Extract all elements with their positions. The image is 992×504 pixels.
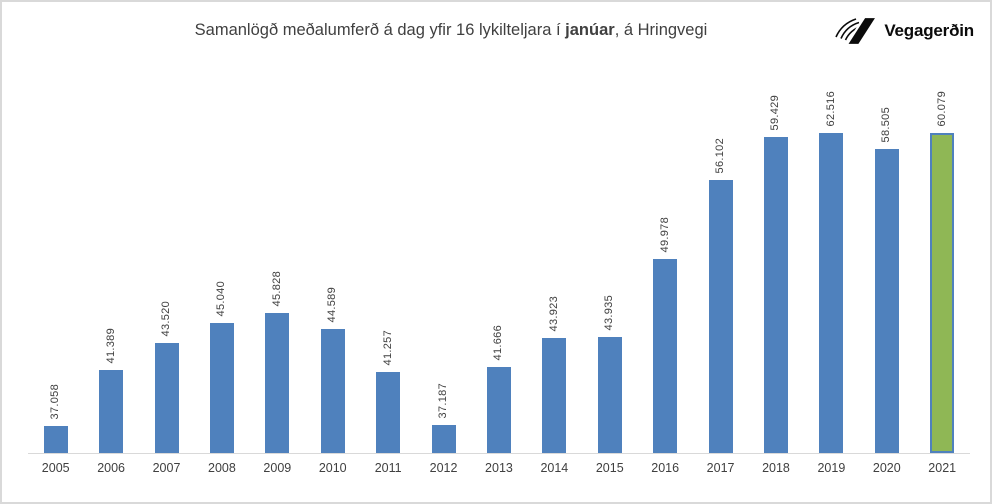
bar-value-label: 41.257 bbox=[381, 329, 394, 365]
x-axis-label: 2017 bbox=[706, 461, 735, 475]
x-axis-label: 2011 bbox=[374, 461, 402, 475]
bar-2005 bbox=[43, 426, 68, 453]
x-axis-labels: 2005 2006 2007 2008 2009 2010 2011 2012 2013 2014… bbox=[28, 461, 970, 475]
x-axis-label: 2019 bbox=[817, 461, 846, 475]
bar-2019 bbox=[819, 133, 844, 453]
bar-value-label: 43.520 bbox=[160, 300, 173, 336]
x-axis-line bbox=[28, 453, 970, 454]
x-axis-label: 2012 bbox=[429, 461, 458, 475]
bar-column: 43.520 bbox=[139, 91, 194, 453]
bar-2007 bbox=[154, 343, 179, 453]
bar-value-label: 43.935 bbox=[603, 294, 616, 330]
vegagerdin-logo-icon bbox=[835, 15, 878, 47]
bar-value-label: 60.079 bbox=[935, 91, 948, 127]
vegagerdin-logo: Vegagerðin bbox=[833, 15, 974, 47]
x-axis-label: 2014 bbox=[540, 461, 569, 475]
bar-2006 bbox=[99, 370, 124, 453]
bar-column: 37.058 bbox=[28, 91, 83, 453]
bar-2017 bbox=[708, 180, 733, 453]
bar-column: 44.589 bbox=[305, 91, 360, 453]
bar-column: 37.187 bbox=[416, 91, 471, 453]
bar-2010 bbox=[320, 329, 345, 453]
bar-2016 bbox=[653, 259, 678, 453]
bar-column: 41.389 bbox=[83, 91, 138, 453]
x-axis-label: 2010 bbox=[318, 461, 347, 475]
bar-2009 bbox=[265, 313, 290, 453]
x-axis-label: 2015 bbox=[595, 461, 624, 475]
bars-row: 37.058 41.389 43.520 45.040 45.828 44.589 41.2… bbox=[28, 91, 970, 453]
bar-value-label: 41.666 bbox=[492, 324, 505, 360]
bar-column: 49.978 bbox=[637, 91, 692, 453]
bar-2021 bbox=[930, 133, 955, 453]
x-axis-label: 2005 bbox=[41, 461, 70, 475]
bar-value-label: 37.058 bbox=[49, 383, 62, 419]
bar-column: 41.666 bbox=[471, 91, 526, 453]
bar-2008 bbox=[209, 323, 234, 453]
bar-2012 bbox=[431, 425, 456, 453]
bar-value-label: 45.828 bbox=[270, 270, 283, 306]
x-axis-label: 2008 bbox=[208, 461, 236, 475]
chart-title-suffix: , á Hringvegi bbox=[614, 21, 708, 39]
bar-2020 bbox=[874, 149, 899, 453]
bar-2013 bbox=[486, 367, 511, 453]
bar-value-label: 62.516 bbox=[824, 91, 837, 127]
x-axis-label: 2009 bbox=[263, 461, 292, 475]
bar-column: 56.102 bbox=[693, 91, 748, 453]
x-axis-label: 2006 bbox=[97, 461, 126, 475]
bar-value-label: 58.505 bbox=[880, 106, 893, 142]
vegagerdin-logo-text: Vegagerðin bbox=[884, 21, 974, 40]
bar-value-label: 56.102 bbox=[714, 137, 727, 173]
bar-column: 43.935 bbox=[582, 91, 637, 453]
x-axis-label: 2021 bbox=[928, 461, 957, 475]
bar-2018 bbox=[763, 137, 788, 453]
bar-column: 41.257 bbox=[360, 91, 415, 453]
chart-title-prefix: Samanlögð meðalumferð á dag yfir 16 lyki… bbox=[194, 21, 566, 39]
bar-column: 62.516 bbox=[804, 91, 859, 453]
bar-value-label: 44.589 bbox=[326, 286, 339, 322]
x-axis-label: 2020 bbox=[872, 461, 901, 475]
bar-2014 bbox=[542, 338, 567, 453]
bar-column: 58.505 bbox=[859, 91, 914, 453]
bar-column: 45.040 bbox=[194, 91, 249, 453]
bar-column: 45.828 bbox=[250, 91, 305, 453]
bar-column: 59.429 bbox=[748, 91, 803, 453]
x-axis-label: 2018 bbox=[762, 461, 790, 475]
chart-title: Samanlögð meðalumferð á dag yfir 16 lyki… bbox=[82, 21, 820, 40]
bar-value-label: 59.429 bbox=[769, 94, 782, 130]
bar-value-label: 45.040 bbox=[215, 280, 228, 316]
plot-area: 37.058 41.389 43.520 45.040 45.828 44.589 41.2… bbox=[28, 2, 970, 502]
x-axis-label: 2016 bbox=[651, 461, 680, 475]
bar-column: 43.923 bbox=[527, 91, 582, 453]
x-axis-label: 2007 bbox=[152, 461, 181, 475]
chart-title-bold-month: janúar bbox=[565, 21, 615, 39]
bar-2015 bbox=[597, 337, 622, 453]
bar-value-label: 49.978 bbox=[658, 216, 671, 252]
bar-value-label: 37.187 bbox=[437, 382, 450, 418]
bar-2011 bbox=[376, 372, 401, 453]
bar-column: 60.079 bbox=[915, 91, 970, 453]
bar-value-label: 41.389 bbox=[104, 327, 117, 363]
bar-value-label: 43.923 bbox=[547, 295, 560, 331]
x-axis-label: 2013 bbox=[485, 461, 513, 475]
